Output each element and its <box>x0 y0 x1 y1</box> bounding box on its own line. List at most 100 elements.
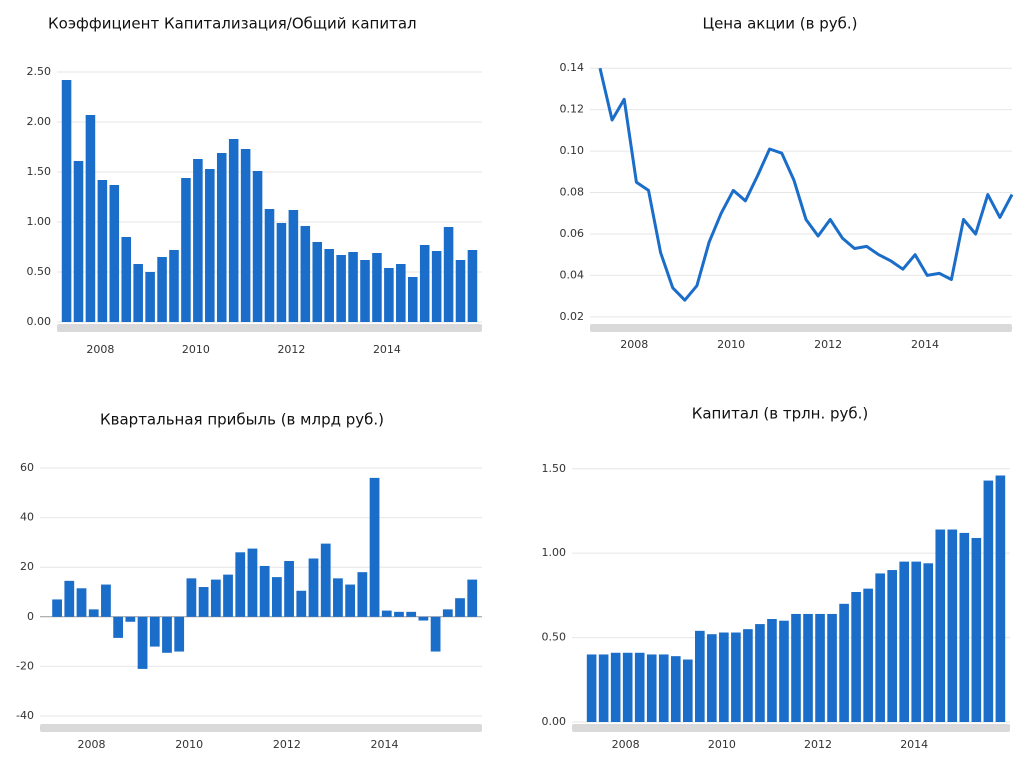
bar <box>125 616 136 622</box>
y-tick-label: 0.10 <box>560 144 585 157</box>
bar <box>598 654 609 722</box>
line <box>598 67 1014 302</box>
bar <box>959 532 970 722</box>
y-tick-label: 1.00 <box>542 546 567 559</box>
bar <box>284 560 294 617</box>
y-tick-label: 1.00 <box>27 215 52 228</box>
y-tick-label: 0 <box>27 610 34 623</box>
bar <box>396 264 406 322</box>
bar <box>320 543 331 617</box>
bar <box>271 577 282 617</box>
bar <box>181 178 191 322</box>
scrollbar <box>40 724 482 732</box>
bar <box>336 255 346 322</box>
bar <box>384 268 394 322</box>
chart-title: Квартальная прибыль (в млрд руб.) <box>100 411 384 429</box>
bar <box>228 139 239 322</box>
y-tick-label: 0.14 <box>560 61 585 74</box>
bar <box>586 654 597 722</box>
x-tick-label: 2008 <box>620 338 648 351</box>
y-tick-label: 40 <box>20 511 34 524</box>
bar <box>360 260 370 322</box>
bar <box>372 253 382 322</box>
bar <box>767 619 777 722</box>
bar <box>707 634 717 722</box>
x-tick-label: 2008 <box>86 343 114 356</box>
bar <box>467 250 478 322</box>
x-tick-label: 2010 <box>182 343 210 356</box>
bar <box>357 572 368 617</box>
bar <box>442 609 453 617</box>
y-tick-label: 0.00 <box>27 315 52 328</box>
bar <box>264 209 275 322</box>
y-tick-label: -20 <box>16 659 34 672</box>
bar <box>406 611 417 617</box>
y-tick-label: 0.50 <box>542 631 567 644</box>
x-tick-label: 2012 <box>277 343 305 356</box>
bar <box>169 250 179 322</box>
bar <box>85 115 96 322</box>
bar <box>839 603 849 722</box>
bar <box>186 578 197 617</box>
bar <box>827 613 837 722</box>
x-tick-label: 2014 <box>900 738 928 751</box>
bar <box>779 620 789 722</box>
bar <box>863 588 873 722</box>
x-tick-label: 2010 <box>175 738 203 751</box>
bar <box>923 563 934 722</box>
bar <box>276 223 287 322</box>
bar <box>610 652 621 722</box>
bar <box>174 616 185 652</box>
x-tick-label: 2014 <box>371 738 399 751</box>
x-tick-label: 2012 <box>273 738 301 751</box>
bar <box>162 616 172 653</box>
bar <box>455 598 465 617</box>
bar <box>348 252 358 322</box>
bar <box>193 159 203 322</box>
y-tick-label: 0.04 <box>560 268 585 281</box>
bar <box>670 656 681 722</box>
y-tick-label: 0.50 <box>27 265 52 278</box>
bar <box>430 616 441 652</box>
bar <box>622 652 633 722</box>
bar <box>935 529 946 722</box>
bar <box>971 537 982 722</box>
x-tick-label: 2008 <box>612 738 640 751</box>
bar <box>682 659 693 722</box>
bar <box>216 153 227 322</box>
bar <box>815 613 825 722</box>
bar <box>235 552 246 617</box>
bar <box>97 180 108 322</box>
bar <box>755 624 765 722</box>
bar <box>381 610 392 617</box>
bar <box>101 584 111 617</box>
bar <box>947 529 958 722</box>
bar <box>983 480 994 722</box>
bar <box>369 477 380 617</box>
bar <box>995 475 1006 722</box>
bar <box>455 260 466 322</box>
bar <box>73 161 84 322</box>
y-tick-label: 2.50 <box>27 65 52 78</box>
bar <box>259 565 270 617</box>
bar <box>394 611 404 617</box>
bar <box>875 573 885 722</box>
x-tick-label: 2010 <box>717 338 745 351</box>
bar <box>205 169 215 322</box>
bar <box>333 578 343 617</box>
bar <box>308 558 319 617</box>
bar <box>312 242 323 322</box>
x-tick-label: 2008 <box>78 738 106 751</box>
bar <box>52 599 62 617</box>
bar <box>324 249 334 322</box>
bar <box>634 652 645 722</box>
bar <box>731 632 741 722</box>
bar <box>899 561 910 722</box>
y-tick-label: 0.08 <box>560 186 585 199</box>
bar <box>121 237 132 322</box>
bar <box>345 584 356 617</box>
bar <box>76 588 87 617</box>
bar <box>300 226 311 322</box>
bar <box>719 632 729 722</box>
